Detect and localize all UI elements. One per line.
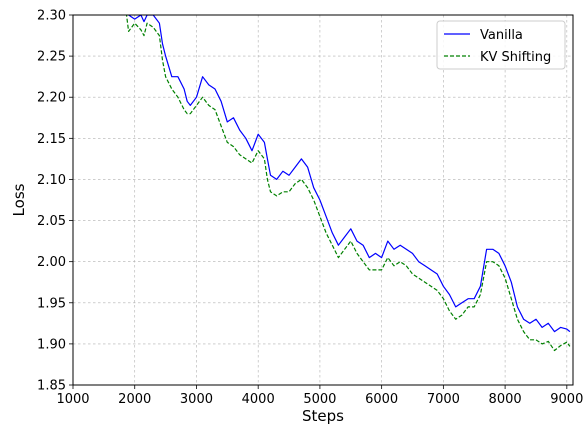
y-tick-label: 1.95 — [37, 296, 66, 311]
y-tick-label: 2.20 — [37, 91, 66, 106]
x-axis-title: Steps — [302, 407, 344, 425]
x-tick-label: 4000 — [242, 392, 275, 407]
series-line-kv-shifting — [125, 15, 571, 352]
y-tick-label: 2.05 — [37, 214, 66, 229]
y-tick-label: 2.25 — [37, 50, 66, 65]
plot-background — [73, 15, 573, 385]
x-tick-label: 9000 — [550, 392, 583, 407]
plot-frame — [72, 14, 574, 386]
x-tick-label: 2000 — [118, 392, 151, 407]
legend-box — [436, 20, 566, 70]
ticks: 1000 2000 3000 4000 5000 6000 7000 8000 9000 1.85… — [37, 9, 583, 408]
x-tick-label: 3000 — [180, 392, 213, 407]
y-tick-label: 2.00 — [37, 255, 66, 270]
y-tick-label: 2.15 — [37, 132, 66, 147]
x-tick-label: 7000 — [427, 392, 460, 407]
series-line-vanilla — [127, 15, 571, 333]
y-tick-label: 2.30 — [37, 9, 66, 24]
y-tick-label: 1.85 — [37, 379, 66, 394]
x-tick-label: 1000 — [56, 392, 89, 407]
x-tick-label: 5000 — [303, 392, 336, 407]
x-tick-label: 8000 — [489, 392, 522, 407]
legend-label-vanilla: Vanilla — [480, 28, 523, 43]
x-tick-label: 6000 — [365, 392, 398, 407]
legend-label-kv-shifting: KV Shifting — [480, 50, 551, 65]
series-layer — [125, 15, 571, 352]
y-axis-title: Loss — [10, 183, 28, 216]
y-tick-label: 2.10 — [37, 173, 66, 188]
legend: Vanilla KV Shifting — [436, 20, 566, 70]
y-tick-label: 1.90 — [37, 337, 66, 352]
